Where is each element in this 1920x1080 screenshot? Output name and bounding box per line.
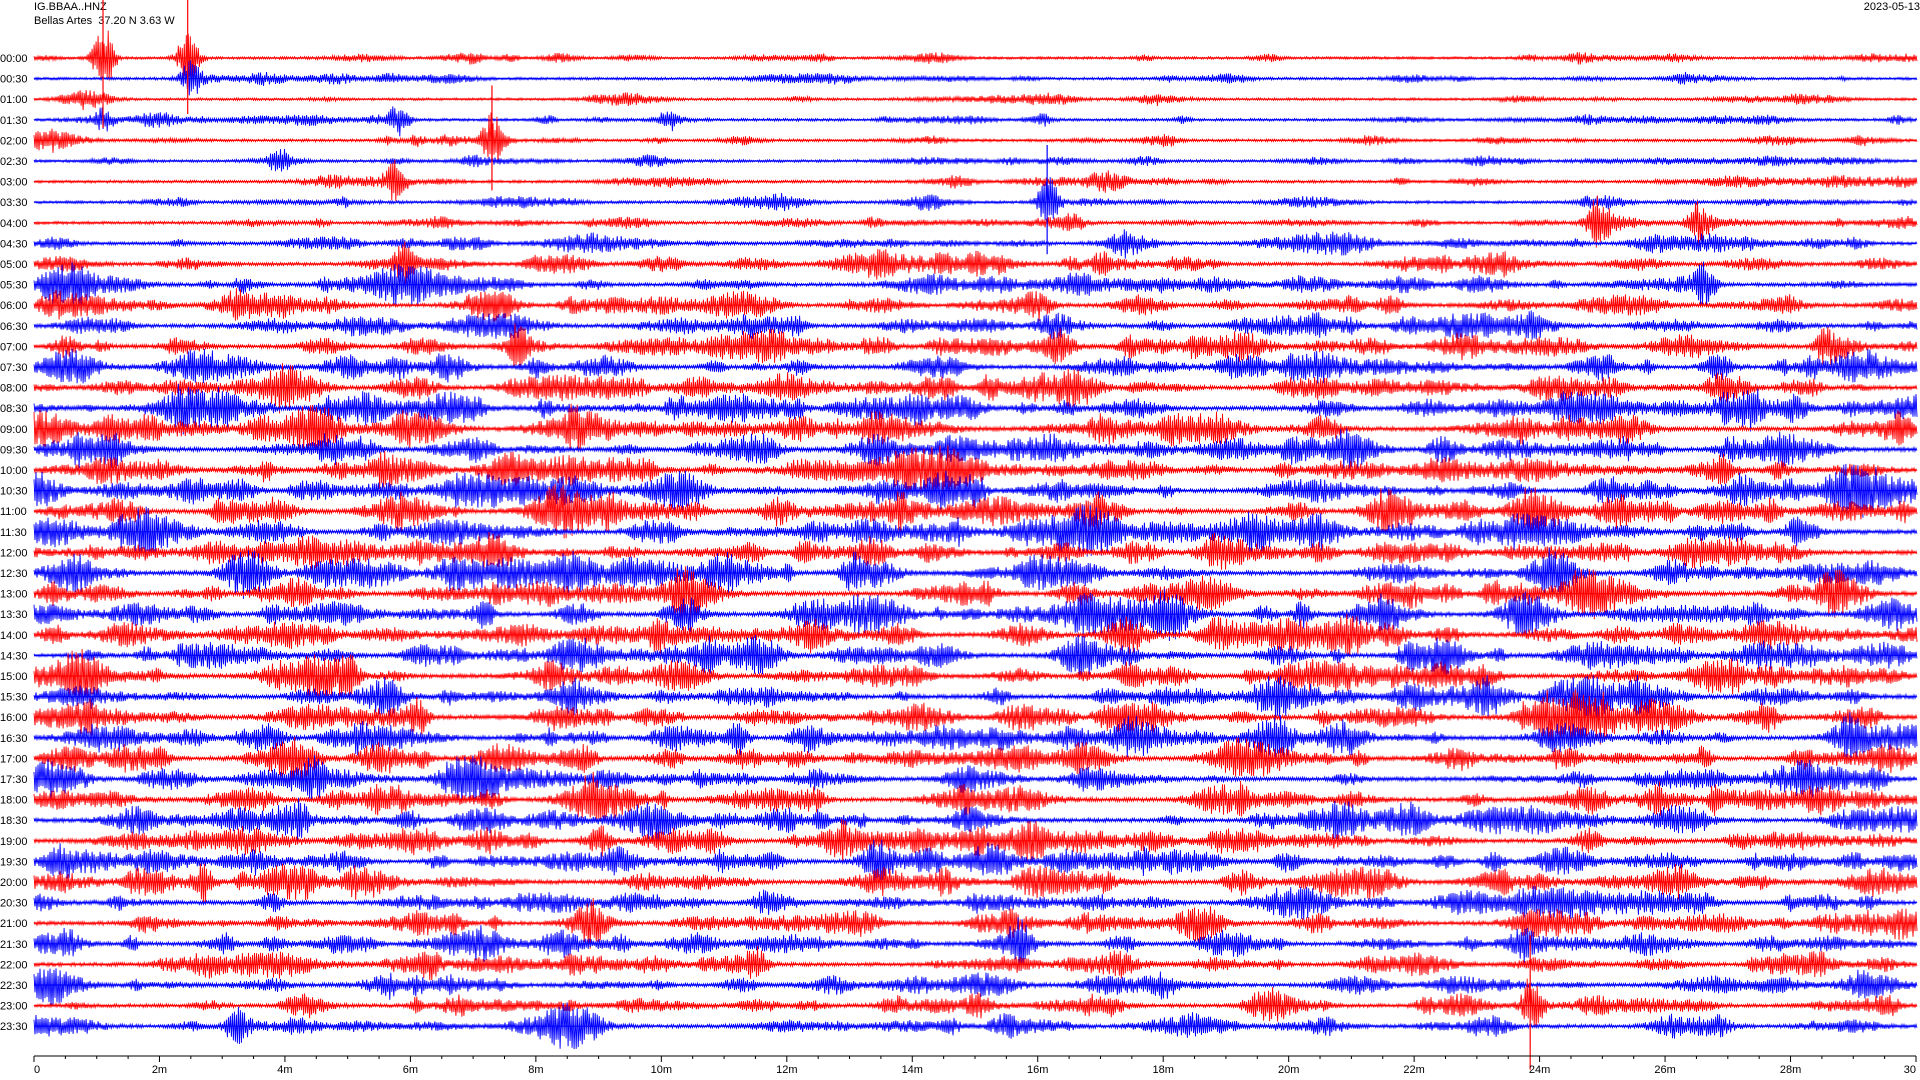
seismic-trace <box>33 148 1918 172</box>
row-time-label: 21:30 <box>0 939 28 951</box>
row-time-label: 16:30 <box>0 733 28 745</box>
row-time-label: 17:00 <box>0 753 28 765</box>
row-time-label: 01:00 <box>0 94 28 106</box>
x-tick-label: 0 <box>34 1064 40 1076</box>
row-time-label: 04:00 <box>0 218 28 230</box>
traces <box>33 0 1918 1070</box>
row-time-label: 00:00 <box>0 53 28 65</box>
row-time-labels: 00:00 00:30 01:00 01:30 02:00 02:30 03:00 03:30… <box>0 53 28 1033</box>
x-tick-label: 8m <box>528 1064 543 1076</box>
seismic-trace <box>33 566 1918 621</box>
seismic-trace <box>33 310 1918 340</box>
row-time-label: 23:30 <box>0 1021 28 1033</box>
seismic-trace <box>33 978 1918 1029</box>
row-time-label: 09:00 <box>0 424 28 436</box>
row-time-label: 11:00 <box>0 506 27 518</box>
seismic-trace <box>33 177 1918 220</box>
seismic-trace <box>33 348 1918 384</box>
row-time-label: 22:30 <box>0 980 28 992</box>
row-time-label: 07:30 <box>0 362 28 374</box>
date-label: 2023-05-13 <box>1863 1 1920 13</box>
x-tick-label: 22m <box>1403 1064 1424 1076</box>
row-time-label: 18:00 <box>0 795 28 807</box>
row-time-label: 09:30 <box>0 444 28 456</box>
seismic-trace <box>33 445 1918 493</box>
seismic-trace <box>33 736 1918 782</box>
x-tick-label: 16m <box>1027 1064 1048 1076</box>
row-time-label: 14:30 <box>0 650 28 662</box>
x-tick-label: 2m <box>152 1064 167 1076</box>
seismic-trace <box>33 106 1918 137</box>
seismic-trace <box>33 60 1918 96</box>
x-tick-label: 4m <box>277 1064 292 1076</box>
row-time-label: 04:30 <box>0 238 28 250</box>
row-time-label: 15:30 <box>0 692 28 704</box>
row-time-label: 07:00 <box>0 341 28 353</box>
x-tick-label: 24m <box>1529 1064 1550 1076</box>
row-time-label: 05:30 <box>0 280 28 292</box>
row-time-label: 17:30 <box>0 774 28 786</box>
row-time-label: 06:00 <box>0 300 28 312</box>
row-time-label: 06:30 <box>0 321 28 333</box>
seismic-trace <box>33 463 1918 518</box>
row-time-label: 19:30 <box>0 856 28 868</box>
x-tick-label: 26m <box>1654 1064 1675 1076</box>
seismic-trace <box>33 771 1918 822</box>
row-time-label: 03:30 <box>0 197 28 209</box>
x-tick-label: 28m <box>1780 1064 1801 1076</box>
seismic-trace <box>33 917 1918 971</box>
row-time-label: 00:30 <box>0 74 28 86</box>
seismic-trace <box>33 755 1918 804</box>
x-tick-label: 30 <box>1904 1064 1916 1076</box>
row-time-label: 18:30 <box>0 815 28 827</box>
row-time-label: 14:00 <box>0 630 28 642</box>
row-time-label: 05:00 <box>0 259 28 271</box>
x-tick-label: 20m <box>1278 1064 1299 1076</box>
row-time-label: 08:00 <box>0 383 28 395</box>
row-time-label: 01:30 <box>0 115 28 127</box>
row-time-label: 22:00 <box>0 959 28 971</box>
seismic-trace <box>33 323 1918 368</box>
x-tick-label: 6m <box>403 1064 418 1076</box>
row-time-label: 02:30 <box>0 156 28 168</box>
row-time-label: 13:00 <box>0 589 28 601</box>
row-time-label: 15:00 <box>0 671 28 683</box>
row-time-label: 23:00 <box>0 1001 28 1013</box>
row-time-label: 02:00 <box>0 135 28 147</box>
row-time-label: 12:30 <box>0 568 28 580</box>
row-time-label: 21:00 <box>0 918 28 930</box>
seismic-trace <box>33 819 1918 863</box>
row-time-label: 19:00 <box>0 836 28 848</box>
x-tick-label: 10m <box>651 1064 672 1076</box>
row-time-label: 12:00 <box>0 547 28 559</box>
seismic-trace <box>33 159 1918 202</box>
seismic-trace <box>33 839 1918 883</box>
x-tick-label: 14m <box>902 1064 923 1076</box>
row-time-label: 20:00 <box>0 877 28 889</box>
x-tick-label: 18m <box>1152 1064 1173 1076</box>
row-time-label: 13:30 <box>0 609 28 621</box>
row-time-label: 20:30 <box>0 898 28 910</box>
row-time-label: 16:00 <box>0 712 28 724</box>
seismic-trace <box>33 797 1918 845</box>
row-time-label: 08:30 <box>0 403 28 415</box>
row-time-label: 10:00 <box>0 465 28 477</box>
x-axis: 0 2m 4m 6m 8m 10m 12m 14m 16m 18m 20m 22m 24m 26m 28m 3… <box>33 1055 1917 1076</box>
seismic-trace <box>33 90 1918 111</box>
row-time-label: 11:30 <box>0 527 27 539</box>
seismic-trace <box>33 383 1918 435</box>
row-time-label: 03:00 <box>0 177 28 189</box>
x-tick-label: 12m <box>776 1064 797 1076</box>
row-time-label: 10:30 <box>0 486 28 498</box>
station-code: IG.BBAA..HNZ <box>34 1 107 13</box>
station-info: Bellas Artes 37.20 N 3.63 W <box>34 15 175 27</box>
